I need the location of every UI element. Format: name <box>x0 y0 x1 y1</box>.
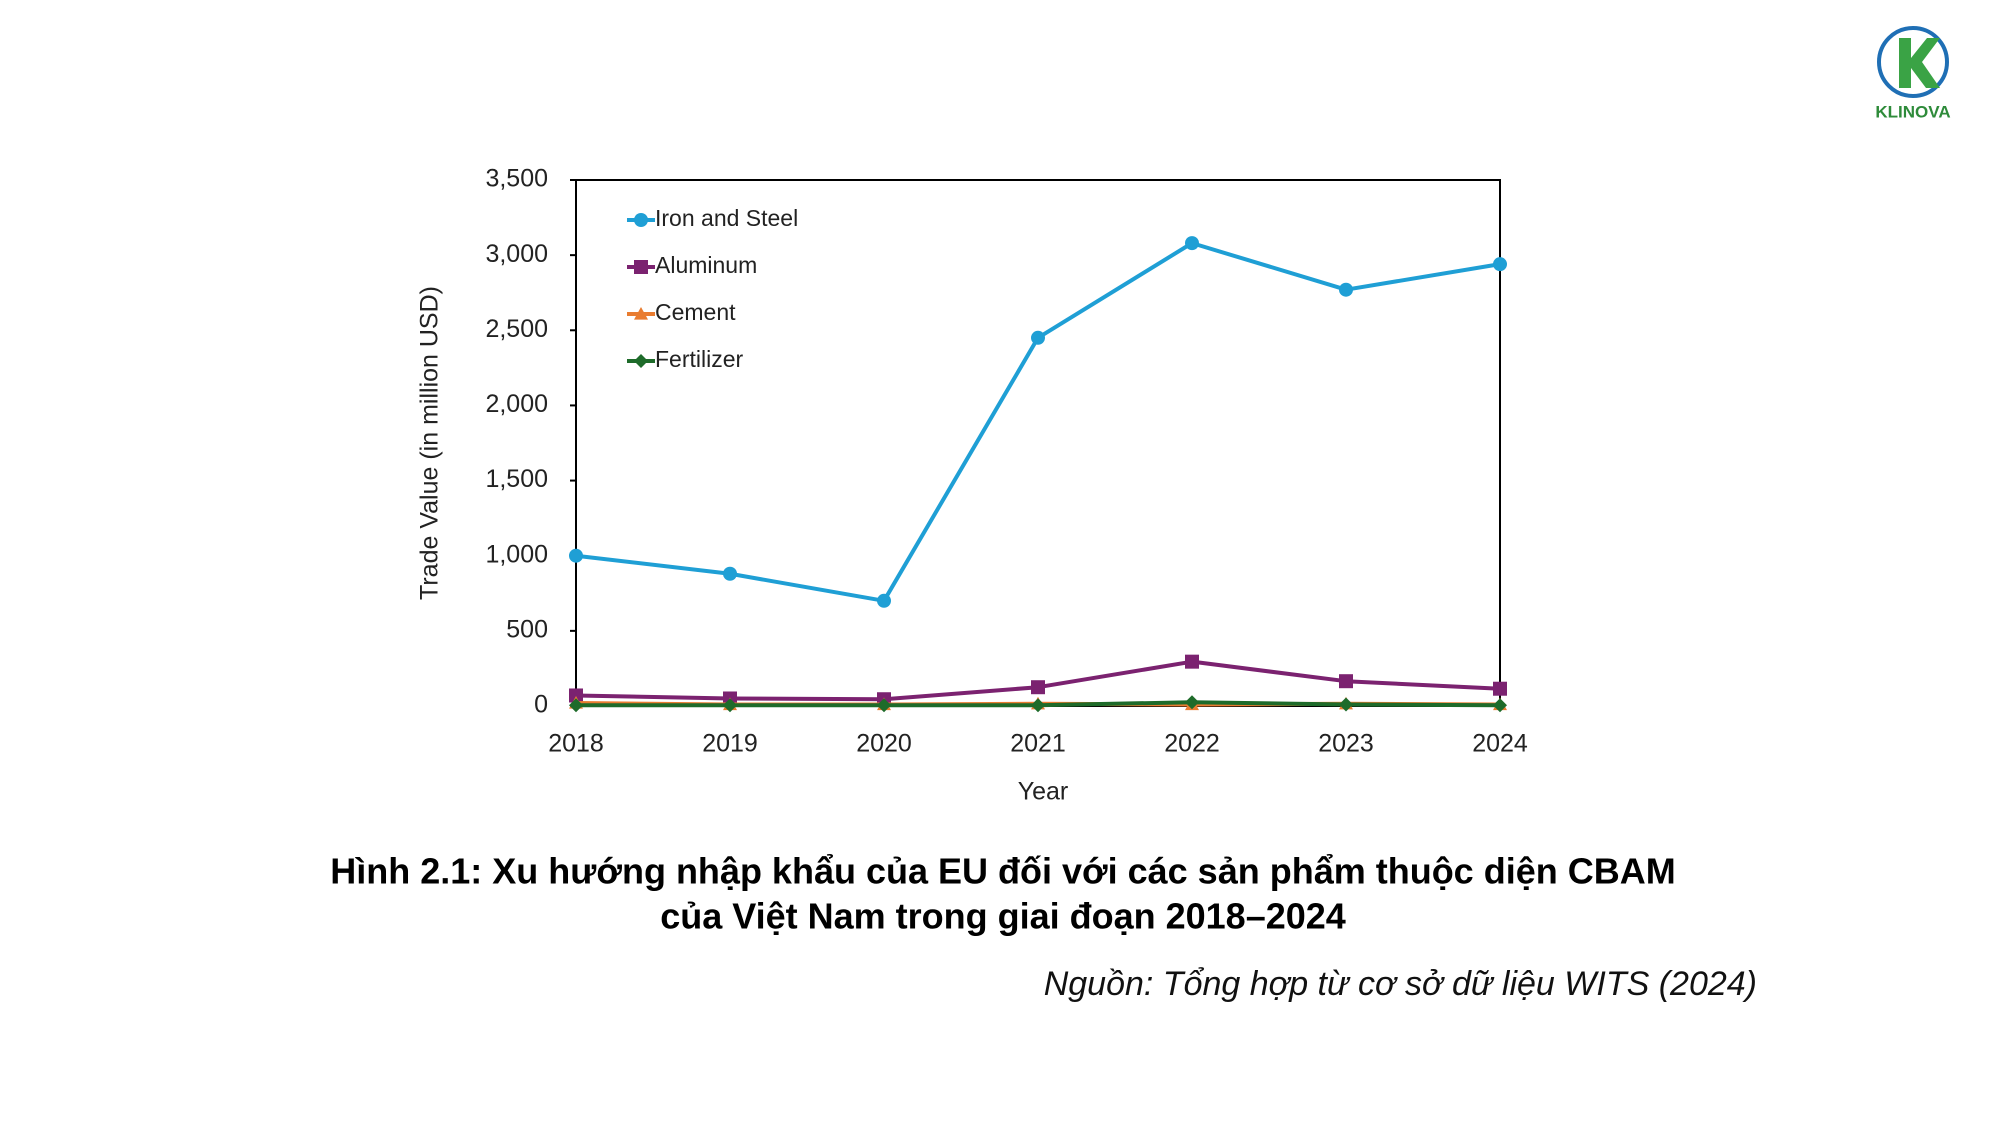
marker <box>569 688 583 703</box>
marker <box>877 593 891 608</box>
marker <box>1185 236 1199 251</box>
x-tick-label: 2022 <box>1164 730 1220 758</box>
marker <box>1339 697 1353 712</box>
legend-label: Iron and Steel <box>655 205 798 231</box>
y-axis-label: Trade Value (in million USD) <box>416 286 444 600</box>
x-tick-label: 2020 <box>856 730 912 758</box>
caption-title: Hình 2.1: Xu hướng nhập khẩu của EU đối … <box>330 851 1675 892</box>
legend-label: Cement <box>655 299 736 325</box>
x-tick-label: 2019 <box>702 730 758 758</box>
marker <box>1031 330 1045 345</box>
series-line <box>575 241 1501 603</box>
y-tick-label: 3,000 <box>485 240 548 268</box>
marker <box>634 260 648 274</box>
y-tick-label: 2,500 <box>485 315 548 343</box>
logo-ring <box>1877 26 1949 98</box>
marker <box>1031 680 1045 695</box>
x-tick-label: 2024 <box>1472 730 1528 758</box>
y-tick-label: 1,500 <box>485 465 548 493</box>
y-tick-label: 500 <box>506 615 548 643</box>
legend-label: Aluminum <box>655 252 757 278</box>
marker <box>1339 282 1353 297</box>
marker <box>1493 257 1507 272</box>
y-tick-label: 1,000 <box>485 540 548 568</box>
marker <box>1339 674 1353 689</box>
marker <box>634 307 648 320</box>
marker <box>1031 698 1045 713</box>
logo: KLINOVA <box>1875 26 1951 121</box>
marker <box>877 698 891 713</box>
logo-text: KLINOVA <box>1875 102 1950 121</box>
marker <box>569 698 583 713</box>
marker <box>1493 681 1507 696</box>
marker <box>1185 695 1199 710</box>
x-tick-label: 2018 <box>548 730 604 758</box>
marker <box>1185 654 1199 669</box>
x-tick-label: 2021 <box>1010 730 1066 758</box>
marker <box>723 566 737 581</box>
caption-source: Nguồn: Tổng hợp từ cơ sở dữ liệu WITS (2… <box>1044 965 1757 1003</box>
marker <box>634 213 648 227</box>
marker <box>1493 698 1507 713</box>
marker <box>723 698 737 713</box>
y-tick-label: 3,500 <box>485 165 548 193</box>
logo-k <box>1899 38 1940 88</box>
legend-label: Fertilizer <box>655 346 744 372</box>
marker <box>634 354 648 368</box>
x-tick-label: 2023 <box>1318 730 1374 758</box>
y-tick-label: 0 <box>534 691 548 719</box>
y-tick-label: 2,000 <box>485 390 548 418</box>
x-axis-label: Year <box>1018 778 1069 806</box>
caption-title: của Việt Nam trong giai đoạn 2018–2024 <box>660 896 1346 937</box>
marker <box>569 548 583 563</box>
